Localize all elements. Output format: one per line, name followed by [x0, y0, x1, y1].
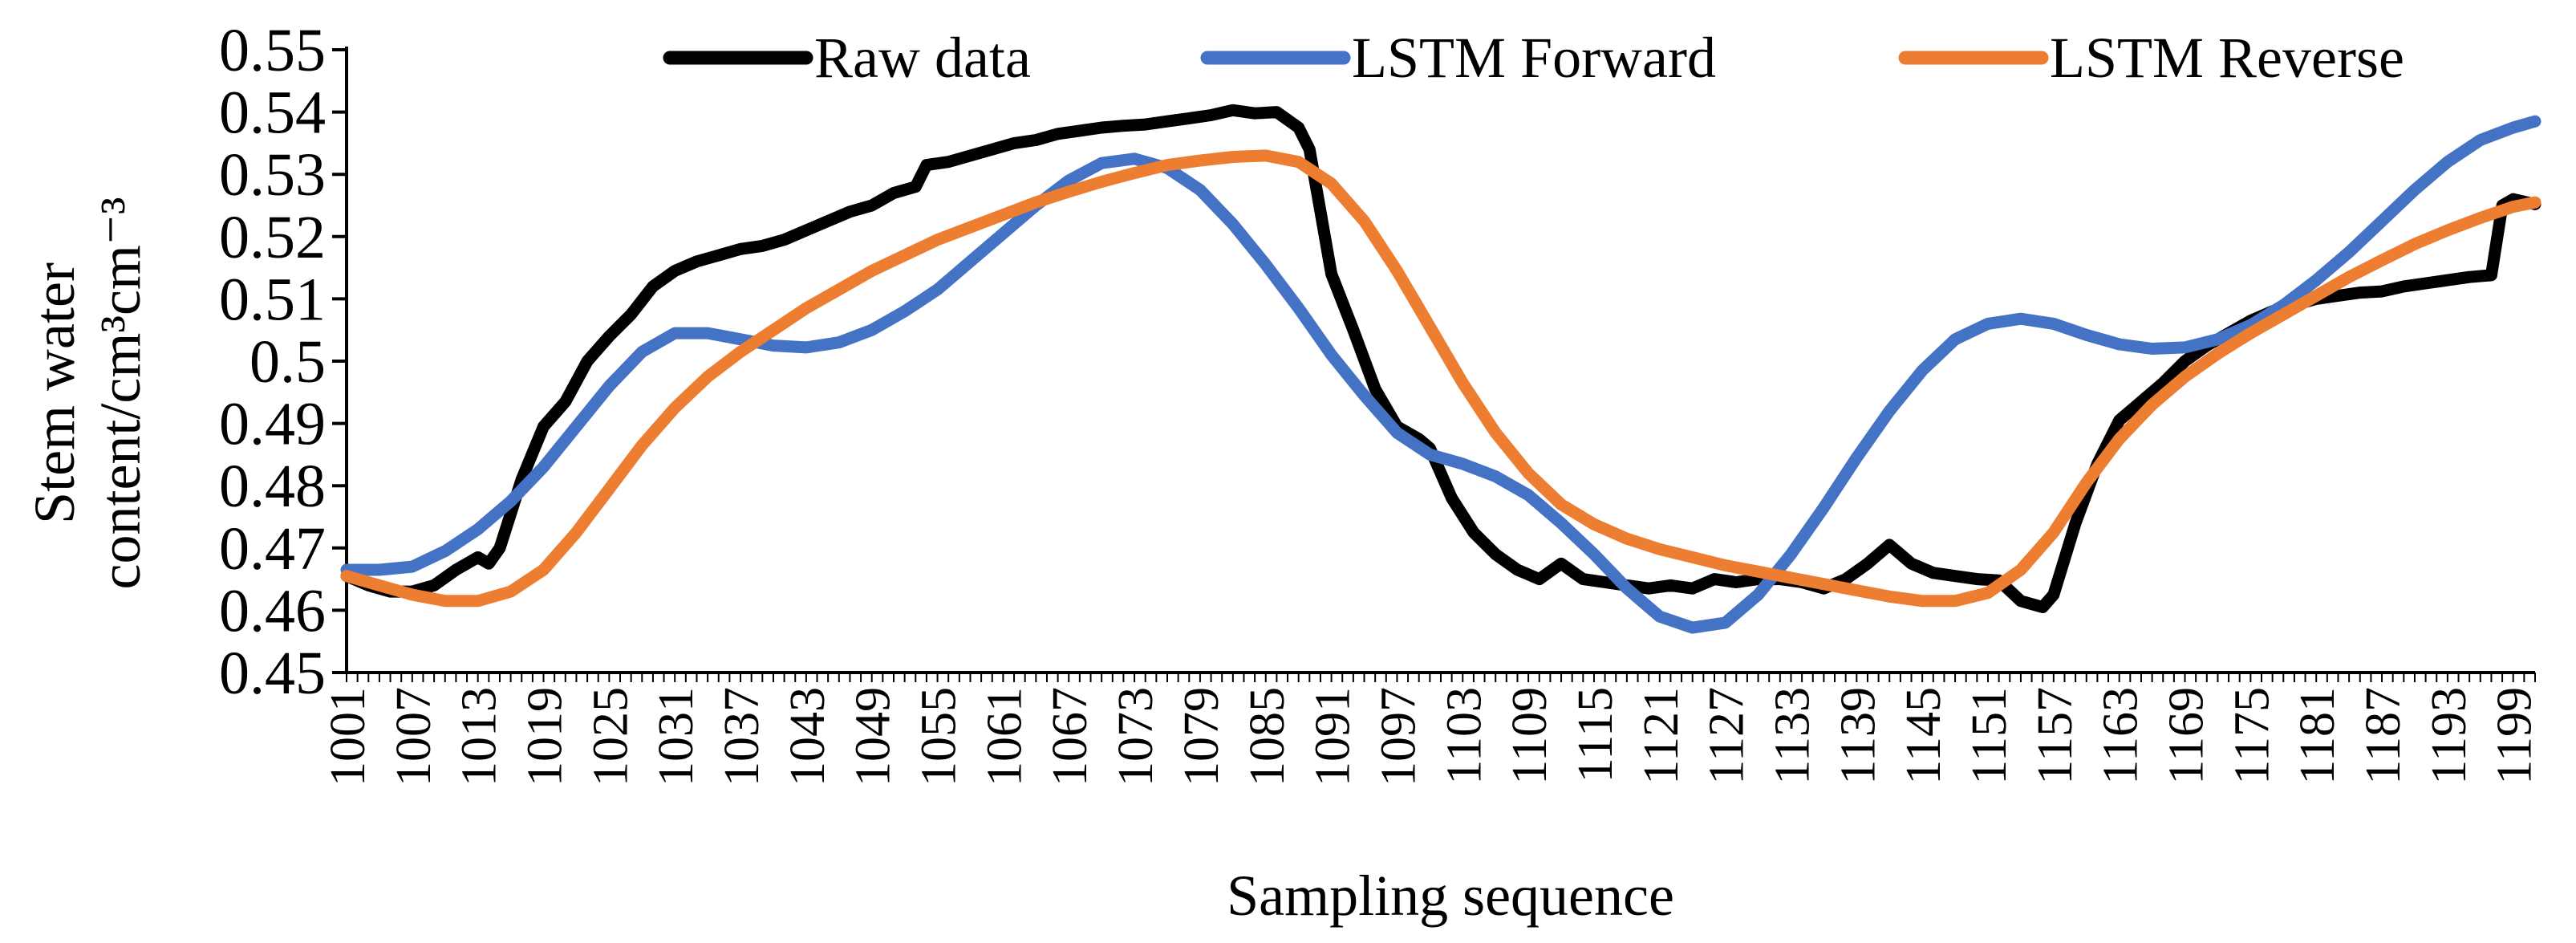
x-tick-label: 1127 [1700, 687, 1755, 785]
series-lstm-reverse [340, 149, 2542, 608]
y-tick-label: 0.51 [219, 266, 326, 333]
x-tick-label: 1037 [715, 687, 769, 787]
x-tick-label: 1043 [781, 687, 835, 787]
x-tick-label: 1007 [387, 687, 441, 787]
x-tick-label: 1091 [1306, 687, 1361, 787]
y-tick-label: 0.46 [219, 577, 326, 644]
x-tick-label: 1073 [1109, 687, 1163, 787]
legend: Raw data LSTM Forward LSTM Reverse [663, 26, 2404, 90]
y-tick-labels: 0.450.460.470.480.490.50.510.520.530.540… [219, 17, 326, 707]
y-axis-title-line1: Stem water [22, 262, 87, 524]
x-tick-label: 1085 [1240, 687, 1295, 787]
x-tick-labels: 1001 1007 1013 1019 1025 1031 1037 1043 1049 1055… [321, 687, 2542, 787]
series-lstm-forward [340, 115, 2542, 634]
series-raw-data [340, 104, 2542, 613]
x-tick-label: 1019 [518, 687, 573, 787]
x-tick-label: 1121 [1634, 687, 1689, 785]
y-tick-label: 0.55 [219, 17, 326, 84]
legend-lstm-forward-label: LSTM Forward [1352, 26, 1716, 90]
x-tick-label: 1163 [2094, 687, 2148, 785]
x-tick-label: 1109 [1503, 687, 1557, 785]
x-tick-label: 1157 [2028, 687, 2083, 785]
x-tick-label: 1031 [649, 687, 704, 787]
x-axis-title: Sampling sequence [1227, 864, 1674, 928]
x-tick-label: 1181 [2290, 687, 2345, 785]
x-tick-label: 1055 [912, 687, 967, 787]
x-tick-label: 1115 [1568, 687, 1623, 782]
x-tick-label: 1067 [1043, 687, 1097, 787]
legend-lstm-reverse-label: LSTM Reverse [2050, 26, 2404, 90]
x-tick-label: 1139 [1831, 687, 1885, 785]
legend-raw-data-label: Raw data [814, 26, 1031, 90]
x-tick-label: 1025 [583, 687, 638, 787]
x-tick-label: 1193 [2422, 687, 2477, 785]
x-tick-label: 1097 [1371, 687, 1426, 787]
x-tick-label: 1103 [1437, 687, 1491, 785]
x-tick-label: 1049 [846, 687, 901, 787]
y-tick-label: 0.5 [249, 328, 326, 396]
y-tick-label: 0.48 [219, 453, 326, 520]
x-tick-label: 1145 [1897, 687, 1951, 785]
y-tick-label: 0.49 [219, 391, 326, 458]
y-tick-label: 0.54 [219, 79, 326, 147]
x-tick-label: 1013 [452, 687, 507, 787]
x-tick-label: 1199 [2488, 687, 2542, 785]
x-tick-label: 1169 [2160, 687, 2214, 785]
x-tick-label: 1079 [1174, 687, 1229, 787]
y-tick-label: 0.52 [219, 204, 326, 271]
x-tick-label: 1001 [321, 687, 375, 787]
x-tick-label: 1151 [1962, 687, 2017, 785]
y-axis-title-line2: content/cm³cm⁻³ [88, 197, 152, 589]
y-tick-label: 0.47 [219, 515, 326, 583]
y-tick-label: 0.53 [219, 141, 326, 209]
y-axis-title: Stem water content/cm³cm⁻³ [22, 197, 152, 589]
x-tick-label: 1187 [2356, 687, 2411, 785]
x-tick-label: 1061 [977, 687, 1032, 787]
x-tick-label: 1175 [2225, 687, 2279, 785]
x-tick-label: 1133 [1765, 687, 1819, 785]
y-tick-label: 0.45 [219, 640, 326, 707]
series-lines [340, 104, 2542, 634]
